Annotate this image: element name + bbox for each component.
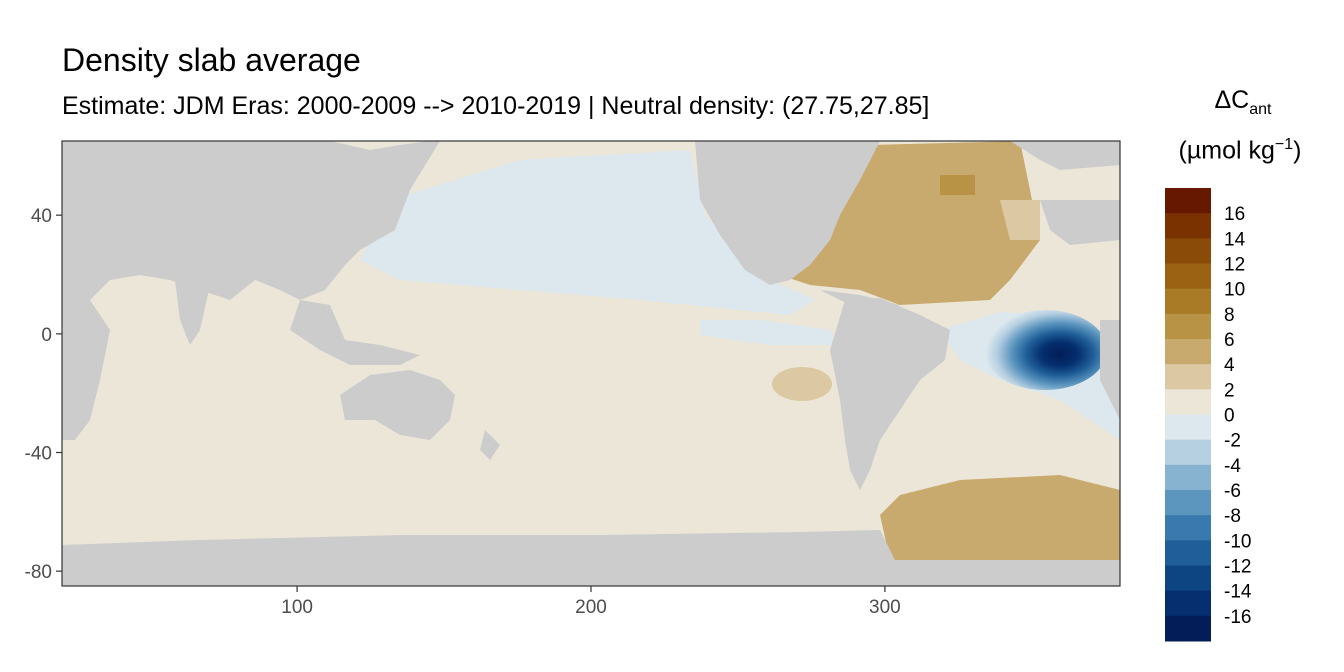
- legend-swatch: [1165, 364, 1211, 390]
- legend-label: -10: [1224, 531, 1251, 552]
- legend-swatch: [1165, 414, 1211, 441]
- legend-label: -8: [1224, 506, 1241, 527]
- legend-label: -16: [1224, 607, 1251, 628]
- x-tick-label: 100: [281, 597, 313, 618]
- india-land: [175, 280, 210, 345]
- europe-land: [1040, 200, 1120, 245]
- x-tick-label: 300: [869, 597, 901, 618]
- legend-label: 16: [1224, 204, 1245, 225]
- legend-label: 6: [1224, 330, 1235, 351]
- east-pacific-negative-patch: [700, 320, 840, 345]
- legend-swatch: [1165, 490, 1211, 516]
- legend-label: -12: [1224, 557, 1251, 578]
- legend-label: -6: [1224, 481, 1241, 502]
- legend-swatch: [1165, 288, 1211, 315]
- atlantic-negative-core: [983, 310, 1107, 390]
- south-america-land: [830, 298, 950, 490]
- greenland-land: [1010, 141, 1120, 170]
- north-pacific-field: [360, 150, 815, 315]
- north-atlantic-light-patch: [1000, 200, 1040, 240]
- legend-symbol: ΔC: [1214, 86, 1250, 114]
- legend-unit-sup: −1: [1274, 136, 1294, 153]
- legend-unit: (µmol kg−1): [1160, 136, 1320, 165]
- legend-label: 10: [1224, 280, 1245, 301]
- x-tick-label: 200: [575, 597, 607, 618]
- maritime-continent-land: [290, 300, 420, 365]
- legend-swatch: [1165, 590, 1211, 617]
- australia-land: [340, 370, 455, 440]
- antarctica-land: [62, 530, 1120, 586]
- y-tick-label: -40: [25, 444, 52, 465]
- north-america-land: [695, 141, 880, 285]
- eurasia-land: [62, 141, 440, 300]
- legend-swatch: [1165, 238, 1211, 264]
- legend-swatch: [1165, 389, 1211, 415]
- y-tick-label: -80: [25, 562, 52, 583]
- legend-swatch: [1165, 515, 1211, 541]
- legend-label: 12: [1224, 255, 1245, 276]
- weddell-sector-field: [880, 475, 1120, 560]
- legend-label: -4: [1224, 456, 1241, 477]
- legend-label: 14: [1224, 229, 1246, 250]
- legend-title: ΔCant: [1168, 86, 1318, 119]
- legend-swatch: [1165, 313, 1211, 340]
- legend-swatch: [1165, 188, 1211, 214]
- y-tick-label: 40: [31, 206, 52, 227]
- legend-swatch: [1165, 540, 1211, 566]
- legend-swatch: [1165, 615, 1211, 642]
- legend-unit-main: (µmol kg: [1178, 136, 1275, 165]
- legend-label: -2: [1224, 431, 1241, 452]
- legend-unit-close: ): [1293, 136, 1302, 165]
- legend-swatch: [1165, 263, 1211, 290]
- land-masses: [62, 141, 1120, 586]
- legend-swatch: [1165, 565, 1211, 592]
- legend-swatch: [1165, 213, 1211, 239]
- legend-label: 2: [1224, 380, 1235, 401]
- legend-label: 8: [1224, 305, 1235, 326]
- map-subtitle: Estimate: JDM Eras: 2000-2009 --> 2010-2…: [62, 92, 930, 120]
- y-tick-label: 0: [41, 325, 52, 346]
- map-title: Density slab average: [62, 42, 361, 78]
- new-zealand-land: [480, 430, 500, 460]
- legend-label: -14: [1224, 582, 1252, 603]
- legend-swatch: [1165, 339, 1211, 365]
- legend-colorbar: 16 14 12 10 8 6 4 2 0 -2 -4 -6 -8 -10 -12 -14 -16: [1165, 188, 1252, 642]
- legend-swatch: [1165, 464, 1211, 491]
- legend-swatch: [1165, 439, 1211, 466]
- africa-west-land: [1100, 320, 1120, 420]
- legend-label: 0: [1224, 406, 1235, 427]
- legend-subscript: ant: [1249, 101, 1272, 118]
- africa-land: [62, 300, 110, 440]
- south-pacific-positive-patch: [772, 367, 832, 401]
- labrador-patch: [940, 175, 975, 195]
- legend-label: 4: [1224, 355, 1235, 376]
- map-panel: [62, 141, 1120, 586]
